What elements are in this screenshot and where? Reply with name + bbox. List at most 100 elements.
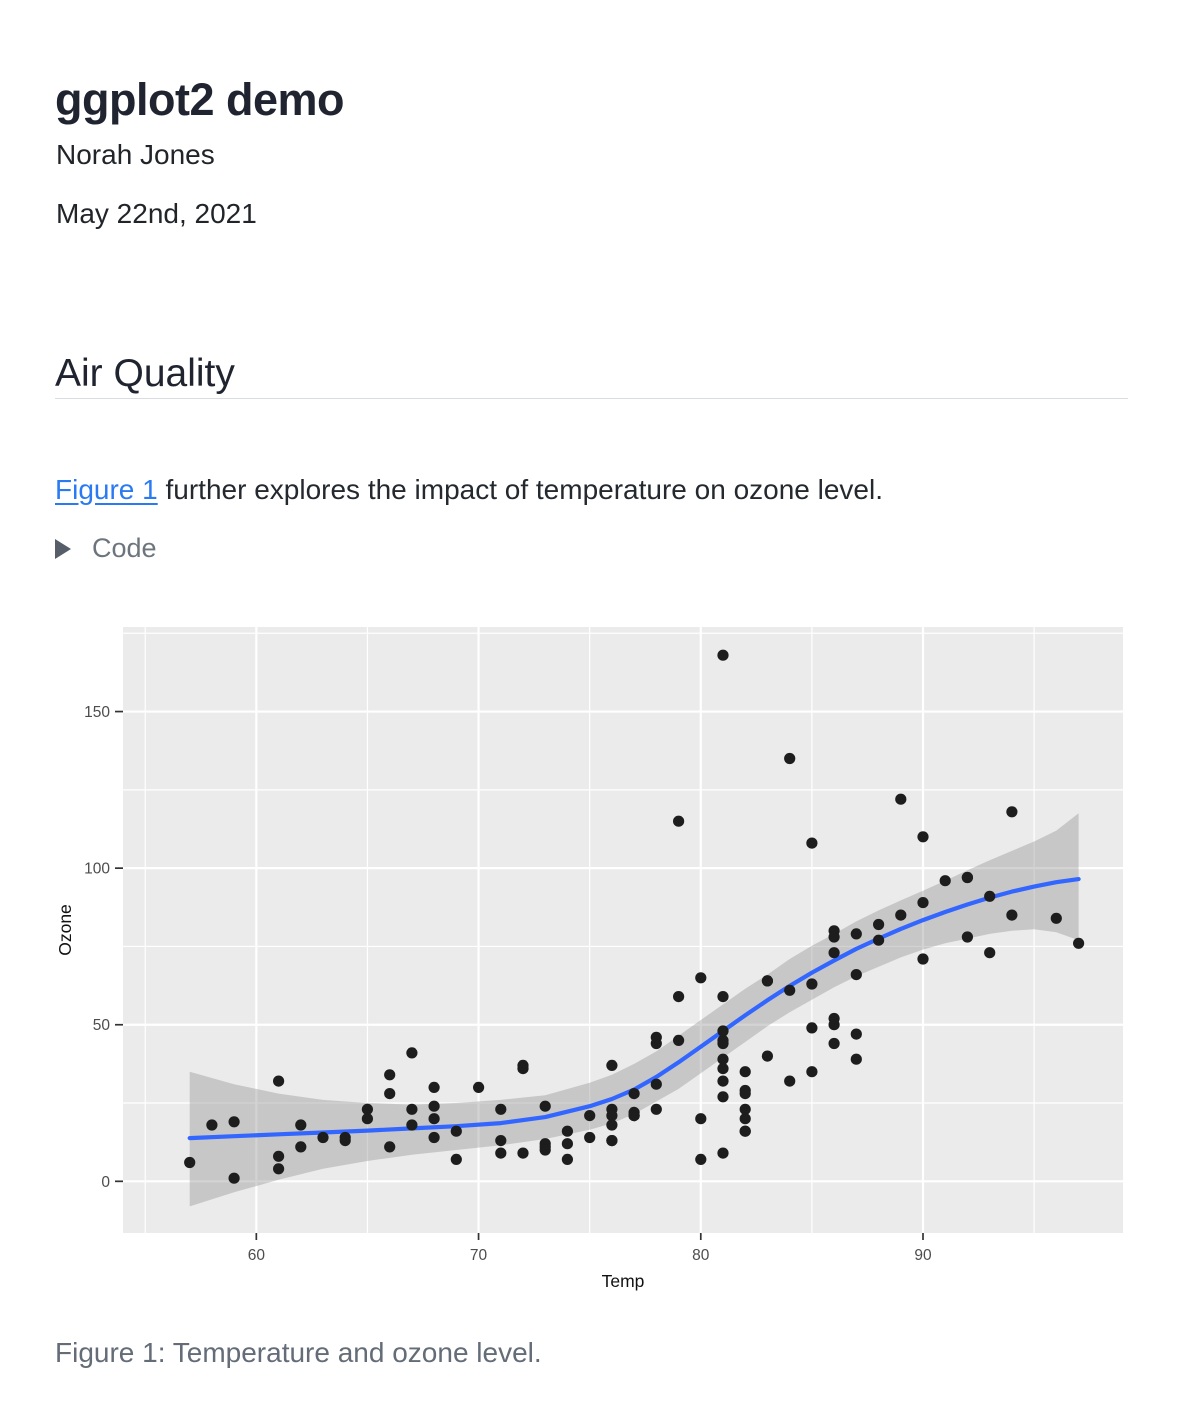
data-point: [850, 1053, 862, 1065]
data-point: [473, 1081, 485, 1093]
data-point: [895, 793, 907, 805]
data-point: [873, 934, 885, 946]
data-point: [717, 1147, 729, 1159]
section-divider: [55, 398, 1128, 399]
data-point: [717, 1091, 729, 1103]
data-point: [561, 1153, 574, 1165]
data-point: [384, 1069, 396, 1081]
data-point: [761, 975, 774, 987]
data-point: [273, 1075, 285, 1087]
data-point: [406, 1103, 418, 1115]
data-point: [673, 815, 685, 827]
data-point: [650, 1031, 662, 1043]
data-point: [539, 1100, 551, 1112]
page-title: ggplot2 demo: [55, 74, 344, 126]
disclosure-triangle-icon: [55, 538, 71, 559]
data-point: [717, 1075, 729, 1087]
data-point: [917, 953, 929, 965]
data-point: [606, 1059, 618, 1071]
data-point: [228, 1116, 240, 1128]
data-point: [361, 1113, 373, 1125]
data-point: [695, 1153, 707, 1165]
data-point: [584, 1110, 596, 1122]
data-point: [495, 1135, 507, 1147]
data-point: [628, 1088, 640, 1100]
data-point: [206, 1119, 218, 1131]
data-point: [673, 1034, 685, 1046]
data-point: [873, 918, 885, 931]
publish-date: May 22nd, 2021: [56, 198, 257, 229]
data-point: [917, 831, 929, 843]
data-point: [739, 1103, 751, 1115]
data-point: [828, 947, 840, 959]
data-point: [361, 1103, 373, 1115]
data-point: [1050, 912, 1062, 924]
figure-link[interactable]: Figure 1: [55, 474, 158, 505]
data-point: [606, 1110, 618, 1122]
x-tick-label: 70: [470, 1247, 488, 1264]
code-disclosure-summary[interactable]: Code: [55, 533, 157, 564]
data-point: [961, 931, 974, 943]
data-point: [295, 1141, 307, 1153]
data-point: [317, 1131, 329, 1144]
x-tick-label: 60: [248, 1247, 266, 1264]
data-point: [628, 1110, 640, 1122]
data-point: [428, 1081, 440, 1093]
data-point: [850, 969, 862, 981]
x-axis-title: Temp: [602, 1271, 645, 1291]
data-point: [228, 1172, 240, 1184]
data-point: [984, 890, 996, 902]
data-point: [584, 1131, 596, 1144]
data-point: [384, 1141, 396, 1153]
data-point: [1073, 937, 1085, 949]
data-point: [428, 1100, 440, 1112]
data-point: [717, 649, 729, 661]
intro-text: further explores the impact of temperatu…: [157, 474, 883, 505]
data-point: [339, 1135, 351, 1147]
data-point: [717, 1063, 729, 1075]
smooth-line: [187, 877, 1081, 1141]
data-point: [406, 1047, 418, 1059]
data-point: [695, 972, 707, 984]
data-point: [717, 991, 729, 1003]
data-point: [828, 1037, 840, 1050]
data-point: [561, 1125, 574, 1137]
intro-paragraph: Figure 1 further explores the impact of …: [55, 474, 883, 506]
data-point: [717, 1037, 729, 1050]
data-point: [517, 1147, 529, 1159]
y-tick-label: 0: [101, 1174, 110, 1191]
data-point: [561, 1138, 574, 1150]
data-point: [761, 1050, 774, 1062]
data-point: [784, 1075, 796, 1087]
y-tick-label: 150: [84, 704, 110, 721]
data-point: [806, 837, 818, 849]
y-tick-label: 100: [84, 861, 110, 878]
data-point: [428, 1131, 440, 1144]
data-point: [850, 928, 862, 940]
data-point: [450, 1153, 462, 1165]
data-point: [384, 1088, 396, 1100]
data-point: [806, 1066, 818, 1078]
data-point: [828, 1019, 840, 1031]
data-point: [739, 1066, 751, 1078]
data-point: [450, 1125, 462, 1137]
data-point: [695, 1113, 707, 1125]
data-point: [784, 752, 796, 765]
data-point: [784, 984, 796, 996]
data-point: [606, 1119, 618, 1131]
data-point: [273, 1150, 285, 1162]
data-point: [650, 1103, 662, 1115]
data-point: [828, 931, 840, 943]
data-point: [717, 1025, 729, 1037]
data-point: [895, 909, 907, 921]
code-disclosure: Code: [55, 533, 157, 564]
data-point: [184, 1156, 196, 1169]
data-point: [984, 947, 996, 959]
data-point: [517, 1059, 529, 1071]
code-label: Code: [92, 533, 157, 563]
ozone-temp-scatter-chart: 60 70 80 90 0 50 100 150 Temp Ozone: [55, 627, 1123, 1291]
data-point: [739, 1125, 751, 1137]
data-point: [650, 1078, 662, 1090]
data-point: [606, 1135, 618, 1147]
data-point: [806, 1022, 818, 1034]
